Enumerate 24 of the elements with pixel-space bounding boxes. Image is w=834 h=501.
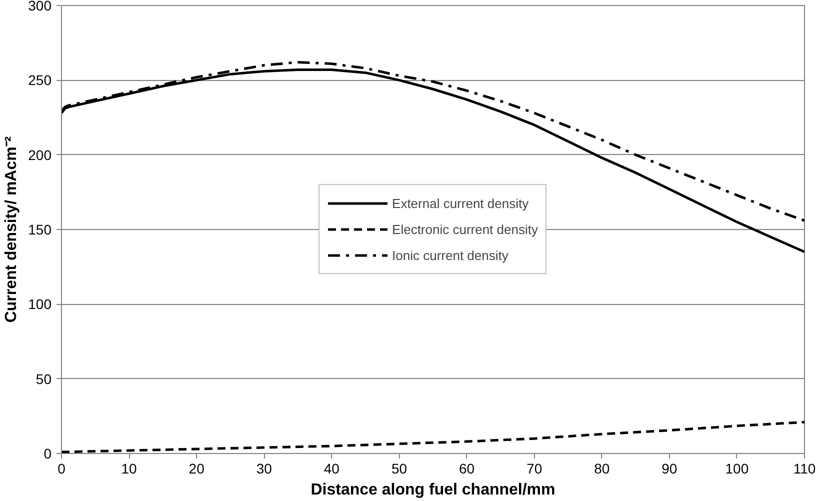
y-axis-title: Current density/ mAcm⁻² [3,136,20,323]
y-tick-label: 100 [28,296,52,312]
x-tick-label: 100 [725,460,749,476]
x-tick-label: 0 [58,460,66,476]
x-tick-label: 30 [256,460,272,476]
x-tick-label: 80 [594,460,610,476]
y-tick-label: 150 [28,222,52,238]
x-tick-label: 60 [458,460,475,476]
x-axis-title: Distance along fuel channel/mm [310,482,556,498]
legend-label: Electronic current density [392,222,538,236]
legend-label: External current density [392,196,529,210]
y-tick-label: 0 [44,446,52,462]
x-tick-label: 40 [324,460,340,476]
y-tick-label: 300 [28,0,52,14]
y-tick-label: 50 [36,370,52,387]
y-tick-label: 200 [28,146,52,163]
x-tick-label: 110 [793,460,816,476]
y-tick-label: 250 [28,72,52,88]
x-tick-label: 90 [662,460,678,476]
x-tick-label: 20 [188,460,205,476]
x-tick-label: 70 [526,460,542,476]
x-tick-label: 50 [391,460,408,476]
legend-label: Ionic current density [392,248,508,262]
x-tick-label: 10 [121,460,138,476]
